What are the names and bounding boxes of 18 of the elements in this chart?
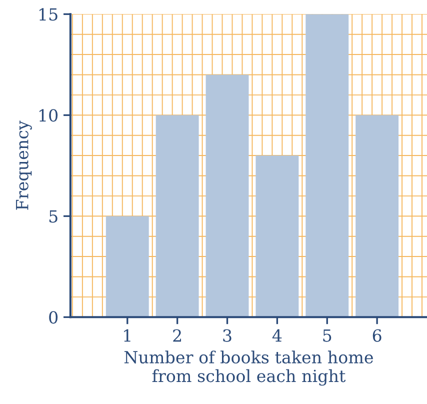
x-tick-label: 5 — [323, 329, 332, 342]
x-tick-label: 3 — [223, 329, 232, 342]
bar — [156, 115, 199, 318]
y-tick-label: 5 — [49, 210, 58, 223]
bar — [206, 74, 249, 318]
bar — [306, 14, 349, 318]
y-tick-label: 0 — [49, 311, 58, 324]
x-tick-label: 1 — [124, 329, 130, 342]
x-tick-label: 2 — [173, 329, 181, 342]
x-tick-label: 4 — [272, 329, 282, 342]
y-axis-title: Frequency — [16, 120, 32, 210]
x-axis-title: Number of books taken home from school each night — [124, 350, 373, 386]
y-tick-label: 15 — [39, 8, 58, 21]
bar — [106, 216, 149, 318]
x-tick-label: 6 — [372, 329, 382, 342]
bar — [356, 115, 399, 318]
bar — [256, 156, 299, 318]
y-tick-label: 10 — [39, 109, 58, 122]
